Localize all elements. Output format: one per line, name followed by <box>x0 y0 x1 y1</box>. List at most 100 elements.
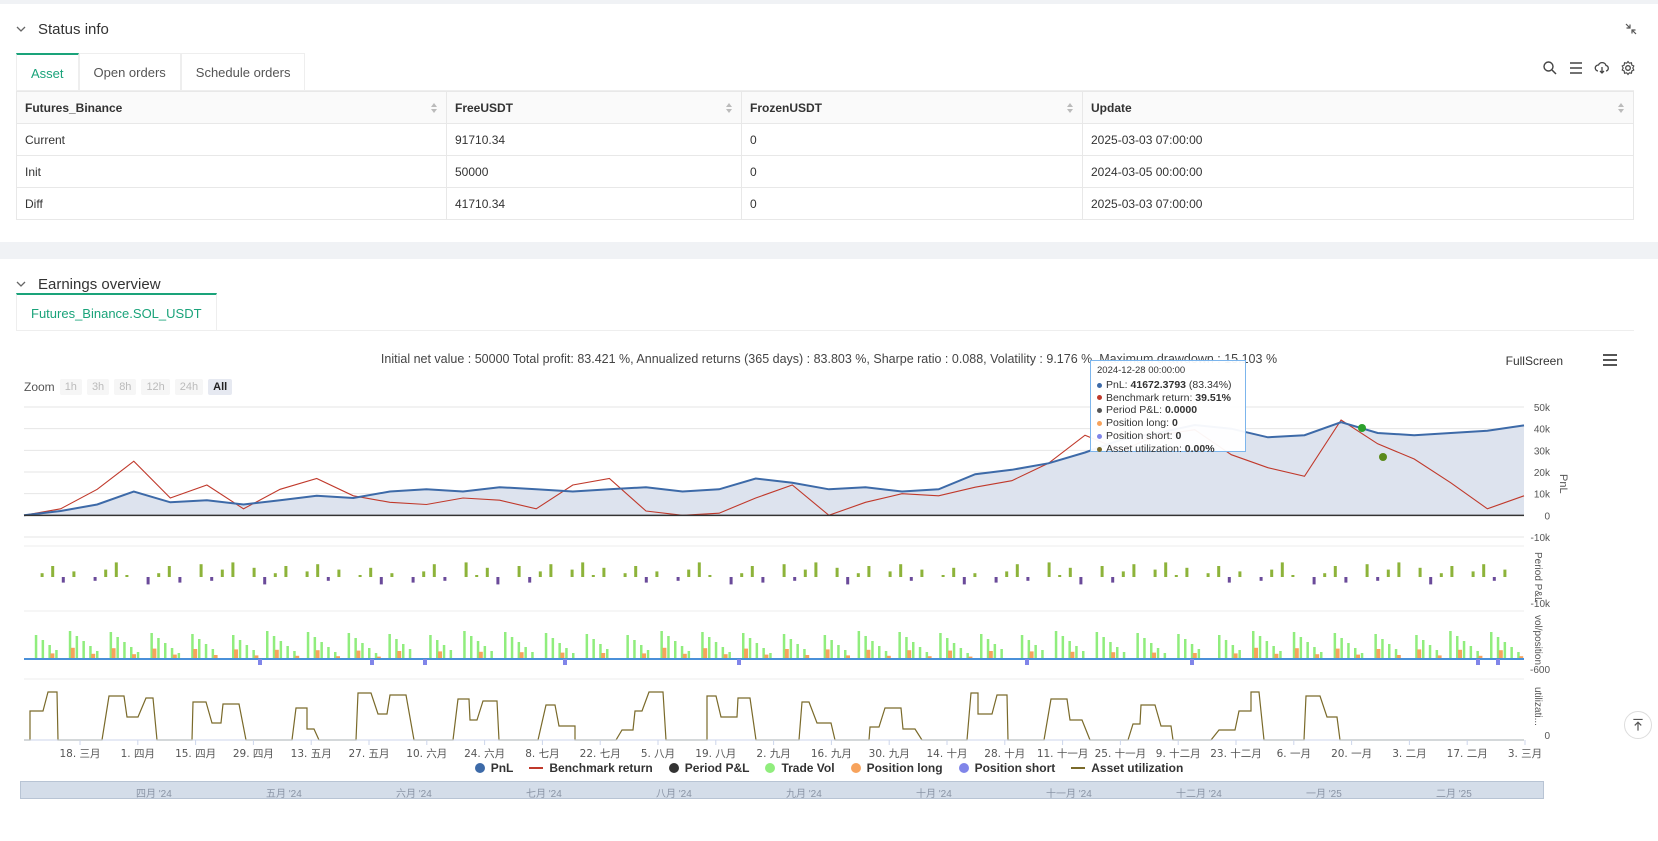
trade-vol-bar <box>980 634 983 659</box>
trade-vol-bar <box>558 643 561 659</box>
fullscreen-button[interactable]: FullScreen <box>1505 354 1563 368</box>
y-axis-label-util: utilizati... <box>1532 687 1543 726</box>
position-long-bar <box>213 655 218 659</box>
position-long-bar <box>927 656 932 659</box>
position-long-bar <box>234 649 238 659</box>
zoom-12h-button[interactable]: 12h <box>141 379 170 395</box>
tab-asset[interactable]: Asset <box>16 53 79 90</box>
navigator-label: 九月 '24 <box>786 789 822 800</box>
status-info-header[interactable]: Status info <box>16 18 109 40</box>
col-header-frozen[interactable]: FrozenUSDT <box>741 91 1083 124</box>
position-long-bar <box>1192 653 1197 659</box>
period-bar <box>1238 571 1242 577</box>
period-bar <box>273 573 277 577</box>
legend-item-util[interactable]: Asset utilization <box>1071 761 1183 775</box>
tooltip-long: Position long: 0 <box>1097 417 1239 430</box>
trade-vol-bar <box>939 633 942 659</box>
trade-vol-bar <box>1265 641 1269 659</box>
trade-vol-bar <box>857 631 861 659</box>
position-short-bar <box>423 659 427 665</box>
trade-vol-bar <box>334 652 337 659</box>
legend-item-long[interactable]: Position long <box>850 761 943 775</box>
legend-item-trade-vol[interactable]: Trade Vol <box>765 761 835 775</box>
sort-icon[interactable] <box>1066 102 1074 114</box>
cloud-download-icon[interactable] <box>1594 60 1610 76</box>
sort-icon[interactable] <box>1617 102 1625 114</box>
trade-vol-bar <box>1422 640 1425 659</box>
search-icon[interactable] <box>1542 60 1558 76</box>
legend-item-pnl[interactable]: PnL <box>474 761 513 775</box>
trade-vol-bar <box>782 634 786 659</box>
zoom-3h-button[interactable]: 3h <box>86 379 110 395</box>
chart-navigator[interactable]: 四月 '24 五月 '24 六月 '24 七月 '24 八月 '24 九月 '24 十月 '… <box>20 781 1544 800</box>
position-long-bar <box>948 650 952 659</box>
tab-symbol[interactable]: Futures_Binance.SOL_USDT <box>16 293 217 330</box>
period-bar <box>51 566 55 577</box>
period-bar <box>1291 575 1295 577</box>
position-long-bar <box>907 650 912 659</box>
position-long-bar <box>1294 648 1299 659</box>
zoom-24h-button[interactable]: 24h <box>174 379 204 395</box>
trade-vol-bar <box>1075 646 1078 659</box>
y-tick-label: 30k <box>1534 446 1551 457</box>
position-long-bar <box>397 651 402 659</box>
asset-utilization-line <box>24 691 1524 741</box>
position-long-bar <box>1070 651 1075 659</box>
trade-vol-bar <box>1279 651 1282 659</box>
zoom-1h-button[interactable]: 1h <box>59 379 82 395</box>
trade-vol-bar <box>286 646 289 659</box>
tab-schedule-orders[interactable]: Schedule orders <box>180 53 306 90</box>
period-bar <box>1047 562 1051 577</box>
period-bar <box>305 571 309 577</box>
col-header-update[interactable]: Update <box>1082 91 1634 124</box>
period-bar <box>369 567 373 577</box>
col-header-exchange[interactable]: Futures_Binance <box>16 91 447 124</box>
benchmark-series-line <box>23 419 1525 516</box>
zoom-8h-button[interactable]: 8h <box>114 379 137 395</box>
y-tick-label: -10k <box>1531 533 1551 544</box>
earnings-overview-header[interactable]: Earnings overview <box>16 273 161 295</box>
position-long-bar <box>254 655 259 659</box>
period-bar <box>1015 564 1019 577</box>
navigator-label: 十月 '24 <box>916 789 952 800</box>
trade-vol-bar <box>191 634 194 659</box>
trade-vol-bar <box>408 649 412 659</box>
legend-item-benchmark[interactable]: Benchmark return <box>529 761 653 775</box>
position-long-bar <box>1478 655 1483 659</box>
period-bar <box>485 567 489 577</box>
trade-vol-bar <box>1360 653 1364 659</box>
col-header-free[interactable]: FreeUSDT <box>446 91 742 124</box>
row-label-current[interactable]: Current <box>16 123 447 156</box>
trade-vol-bar <box>1306 642 1309 659</box>
position-long-bar <box>111 648 116 659</box>
trade-vol-bar <box>1177 634 1180 659</box>
position-long-bar <box>1335 648 1340 659</box>
legend-item-short[interactable]: Position short <box>958 761 1055 775</box>
trade-vol-bar <box>660 631 663 659</box>
collapse-fullscreen-icon[interactable] <box>1624 22 1638 36</box>
period-bar <box>676 577 680 581</box>
zoom-all-button[interactable]: All <box>208 379 233 395</box>
sort-icon[interactable] <box>725 102 733 114</box>
period-bar <box>252 567 256 577</box>
navigator-label: 一月 '25 <box>1306 789 1342 800</box>
scroll-to-top-button[interactable] <box>1624 711 1652 739</box>
trade-vol-bar <box>606 649 609 659</box>
cell-free: 50000 <box>446 155 742 188</box>
period-bar <box>1121 571 1125 577</box>
gear-icon[interactable] <box>1620 60 1636 76</box>
tab-open-orders[interactable]: Open orders <box>78 53 181 90</box>
legend-item-period[interactable]: Period P&L <box>668 761 749 775</box>
period-bar <box>1217 566 1221 577</box>
list-icon[interactable] <box>1568 60 1584 76</box>
trade-vol-bar <box>48 645 51 659</box>
menu-icon[interactable] <box>1602 353 1618 367</box>
sort-icon[interactable] <box>430 102 438 114</box>
period-bar <box>40 573 44 577</box>
trade-vol-bar <box>912 642 915 659</box>
trade-vol-bar <box>442 645 446 659</box>
period-bar <box>952 567 956 577</box>
trade-vol-bar <box>1449 631 1452 659</box>
trade-vol-bar <box>599 644 602 659</box>
